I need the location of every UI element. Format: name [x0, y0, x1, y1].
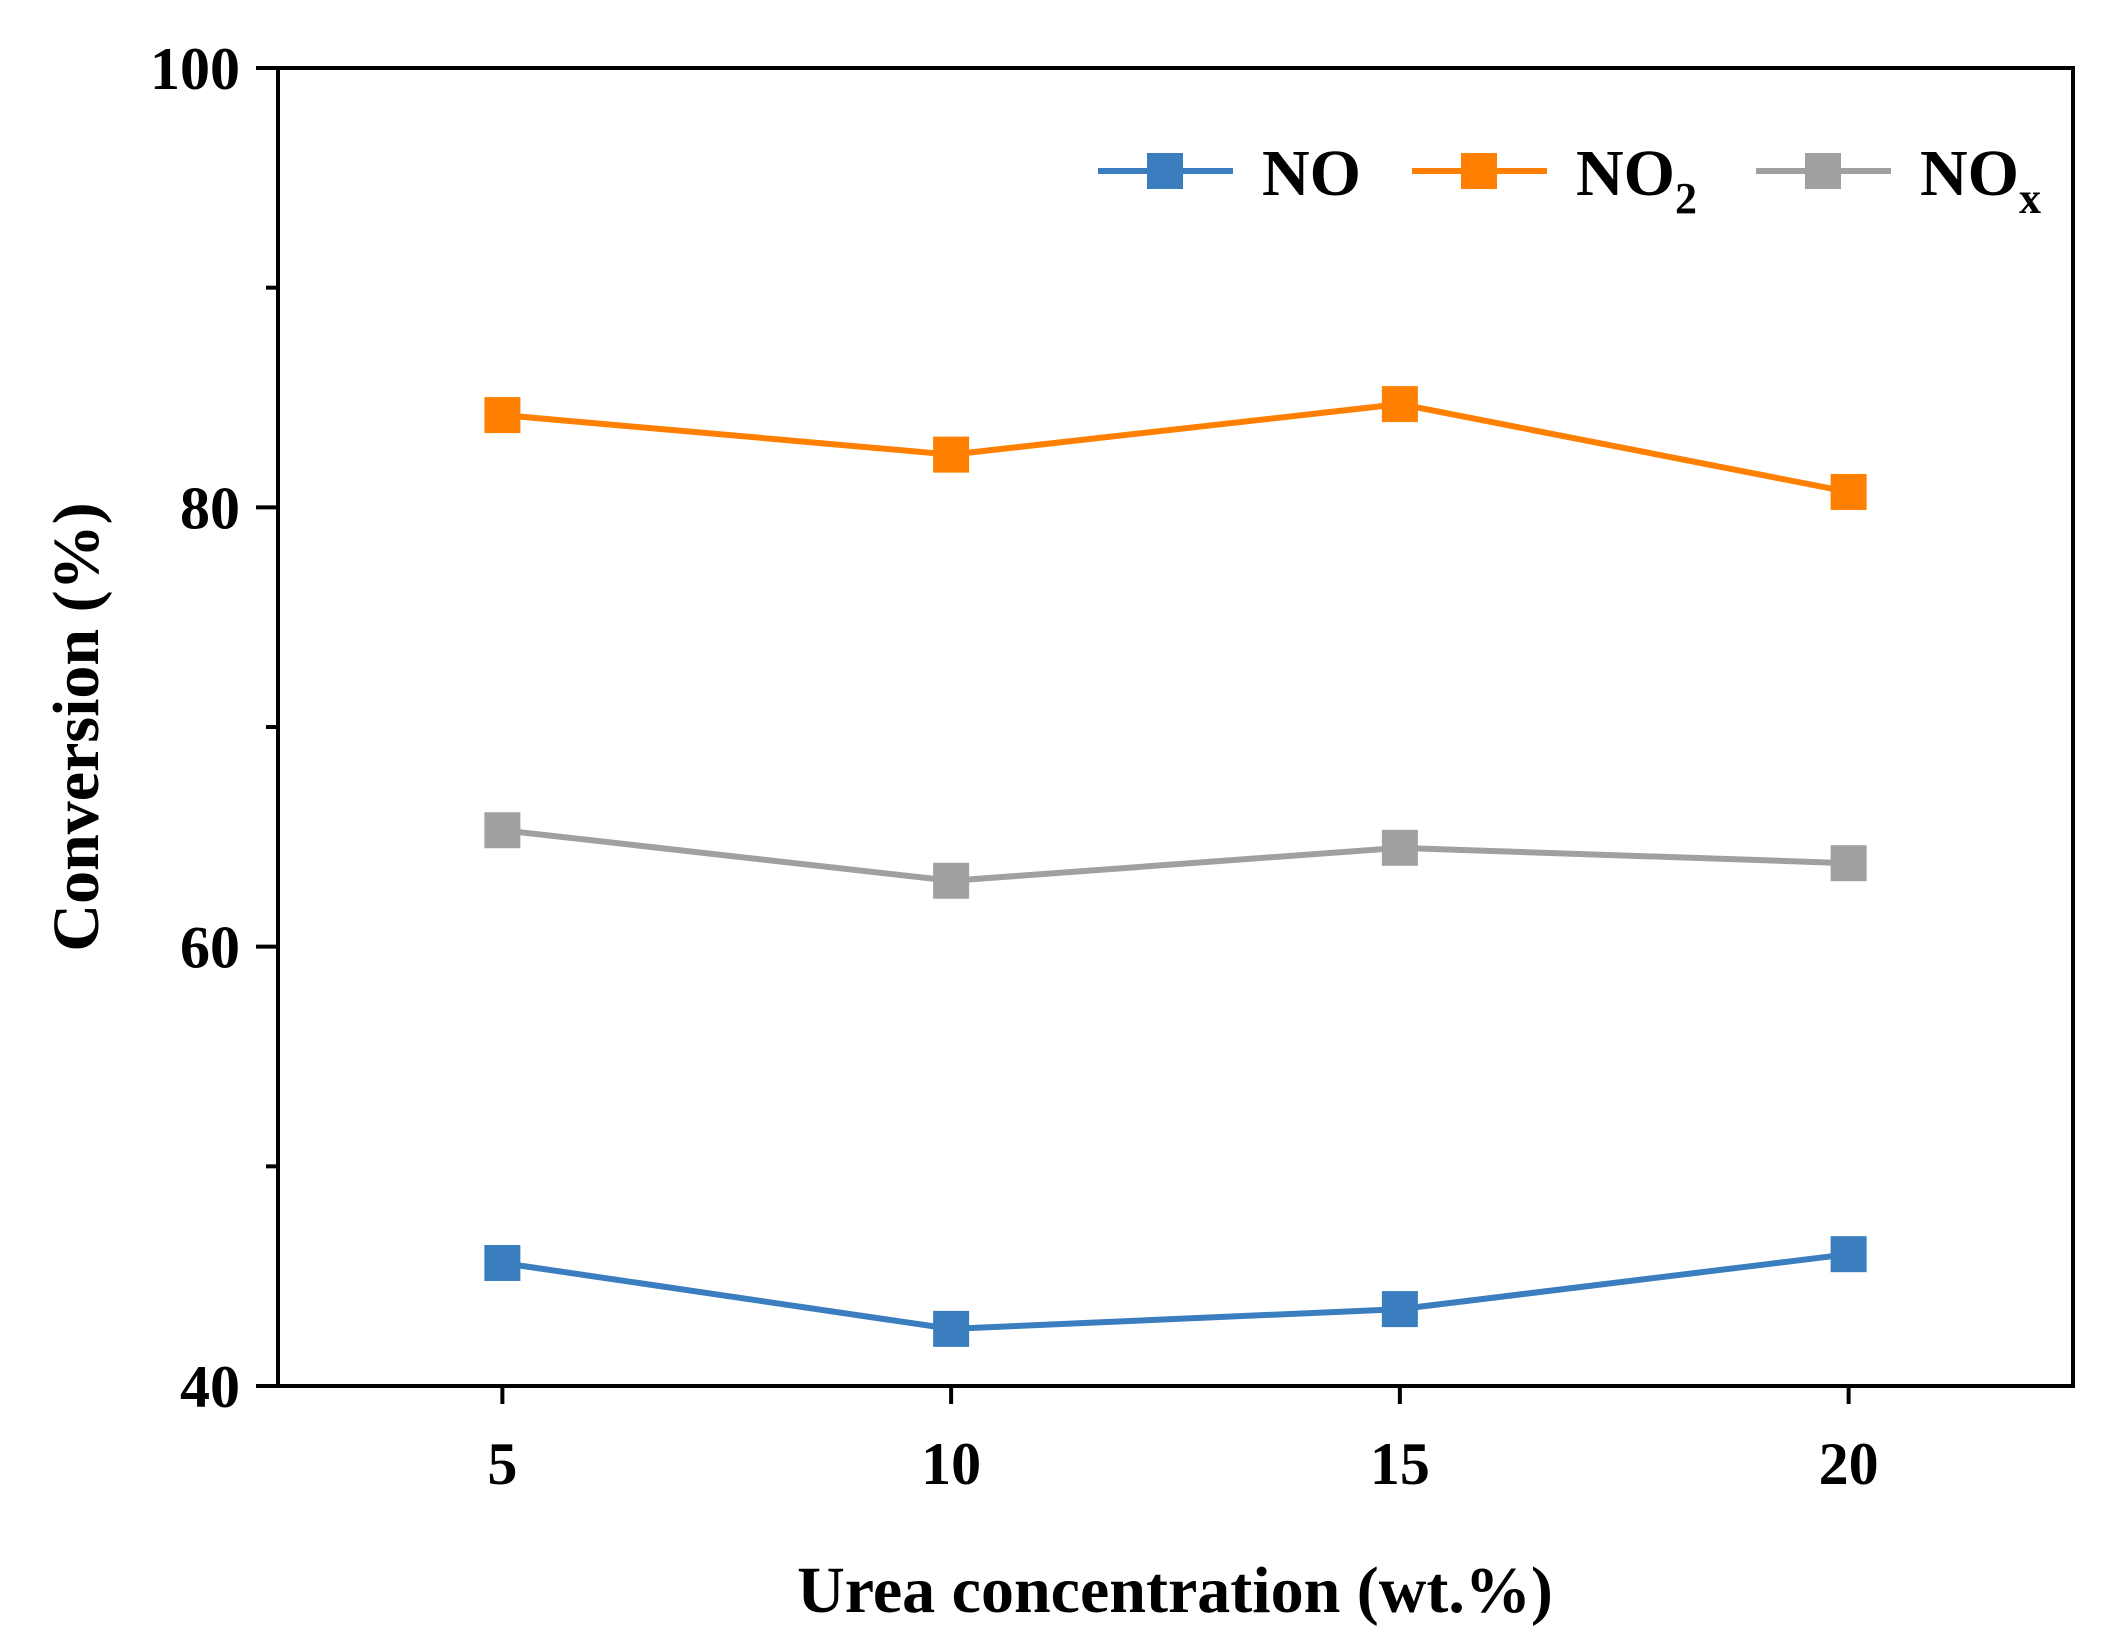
series-NO [484, 1236, 1867, 1347]
legend-marker [1147, 153, 1183, 189]
legend-marker [1805, 153, 1841, 189]
legend-label: NO [1262, 137, 1361, 210]
data-point [933, 862, 970, 899]
x-tick-label: 20 [1819, 1431, 1879, 1497]
legend-label: NO2 [1576, 137, 1697, 223]
legend-label-subscript: x [2019, 174, 2041, 223]
series-line [501, 1251, 1849, 1332]
data-point [1381, 829, 1418, 866]
x-tick-label: 15 [1370, 1431, 1430, 1497]
data-point [484, 1244, 521, 1281]
series-layer [484, 386, 1867, 1347]
data-point [484, 812, 521, 849]
y-tick-label: 100 [150, 36, 240, 102]
x-axis-title: Urea concentration (wt.%) [797, 1554, 1553, 1627]
data-point [933, 436, 970, 473]
legend-label-base: NO [1576, 137, 1675, 210]
y-axis-title: Conversion (%) [40, 502, 113, 951]
y-tick-label: 80 [180, 475, 240, 541]
x-tick-label: 5 [487, 1431, 517, 1497]
y-axis: 40 60 80 100 [150, 36, 278, 1420]
legend: NO NO2 NOx [1098, 137, 2041, 223]
legend-label-subscript: 2 [1675, 174, 1697, 223]
data-point [1381, 1291, 1418, 1328]
data-point [1381, 386, 1418, 423]
y-tick-label: 40 [180, 1354, 240, 1420]
x-tick-label: 10 [921, 1431, 981, 1497]
series-NO2 [484, 386, 1867, 510]
series-NOx [484, 812, 1867, 899]
data-point [484, 397, 521, 434]
series-line [502, 827, 1849, 884]
legend-item-NOx: NOx [1756, 137, 2041, 223]
y-tick-label: 60 [180, 915, 240, 981]
legend-item-NO: NO [1098, 137, 1361, 210]
series-line [502, 401, 1850, 495]
data-point [1830, 1236, 1867, 1273]
legend-marker [1461, 153, 1497, 189]
x-axis: 5 10 15 20 [487, 1386, 1879, 1497]
legend-item-NO2: NO2 [1412, 137, 1697, 223]
legend-label-base: NO [1920, 137, 2019, 210]
data-point [1830, 845, 1867, 882]
data-point [1830, 473, 1867, 510]
legend-label: NOx [1920, 137, 2041, 223]
data-point [933, 1310, 970, 1347]
plot-area [276, 66, 2075, 1388]
plot-frame [276, 66, 2075, 1388]
legend-label-base: NO [1262, 137, 1361, 210]
